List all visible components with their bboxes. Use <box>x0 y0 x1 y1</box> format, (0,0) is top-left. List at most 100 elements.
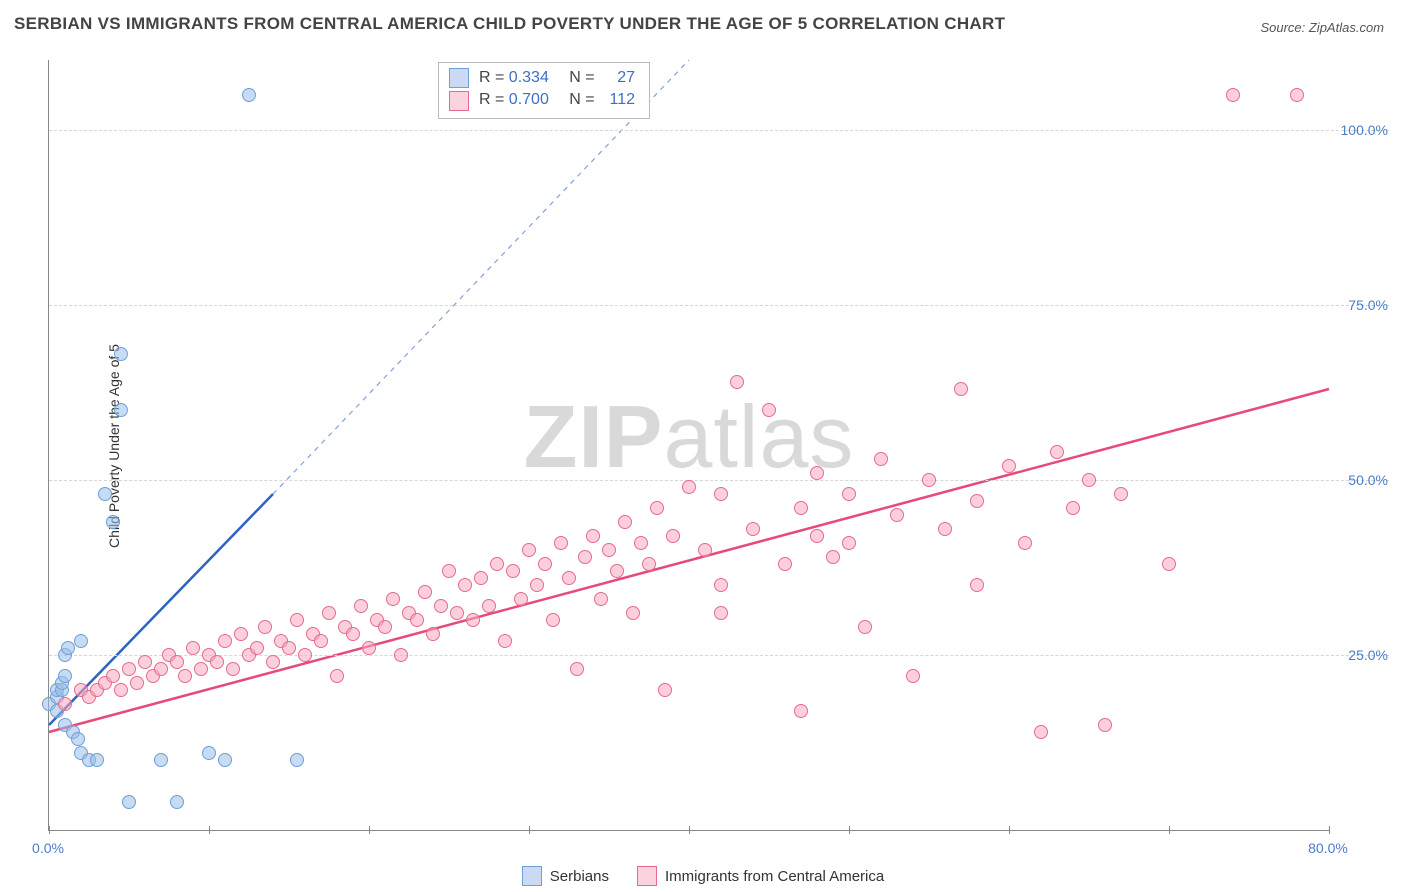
data-point <box>658 683 672 697</box>
data-point <box>922 473 936 487</box>
x-tick <box>369 826 370 834</box>
data-point <box>794 501 808 515</box>
data-point <box>714 487 728 501</box>
data-point <box>218 753 232 767</box>
data-point <box>98 487 112 501</box>
series-legend: Serbians Immigrants from Central America <box>0 866 1406 886</box>
data-point <box>130 676 144 690</box>
data-point <box>1098 718 1112 732</box>
correlation-legend-row: R = 0.334 N = 27 <box>449 67 635 89</box>
gridline <box>49 130 1389 131</box>
data-point <box>178 669 192 683</box>
data-point <box>1290 88 1304 102</box>
data-point <box>458 578 472 592</box>
legend-text: R = 0.334 N = 27 <box>479 67 635 89</box>
data-point <box>1002 459 1016 473</box>
data-point <box>762 403 776 417</box>
chart-container: SERBIAN VS IMMIGRANTS FROM CENTRAL AMERI… <box>0 0 1406 892</box>
data-point <box>394 648 408 662</box>
data-point <box>794 704 808 718</box>
data-point <box>514 592 528 606</box>
data-point <box>890 508 904 522</box>
data-point <box>610 564 624 578</box>
data-point <box>290 753 304 767</box>
data-point <box>554 536 568 550</box>
data-point <box>778 557 792 571</box>
data-point <box>970 578 984 592</box>
data-point <box>1082 473 1096 487</box>
data-point <box>466 613 480 627</box>
data-point <box>954 382 968 396</box>
data-point <box>298 648 312 662</box>
data-point <box>418 585 432 599</box>
data-point <box>442 564 456 578</box>
data-point <box>874 452 888 466</box>
data-point <box>122 662 136 676</box>
data-point <box>426 627 440 641</box>
data-point <box>114 403 128 417</box>
data-point <box>1050 445 1064 459</box>
data-point <box>810 529 824 543</box>
data-point <box>71 732 85 746</box>
x-tick <box>49 826 50 834</box>
data-point <box>530 578 544 592</box>
trend-line <box>49 389 1329 732</box>
x-tick <box>1169 826 1170 834</box>
data-point <box>642 557 656 571</box>
legend-label: Immigrants from Central America <box>665 868 884 885</box>
data-point <box>218 634 232 648</box>
data-point <box>546 613 560 627</box>
legend-label: Serbians <box>550 868 609 885</box>
x-tick-label-right: 80.0% <box>1308 840 1348 856</box>
data-point <box>386 592 400 606</box>
data-point <box>410 613 424 627</box>
y-tick-label: 100.0% <box>1341 122 1388 138</box>
data-point <box>434 599 448 613</box>
data-point <box>61 641 75 655</box>
data-point <box>354 599 368 613</box>
data-point <box>634 536 648 550</box>
data-point <box>258 620 272 634</box>
data-point <box>250 641 264 655</box>
correlation-legend-row: R = 0.700 N = 112 <box>449 89 635 111</box>
plot-area: ZIPatlas <box>48 60 1329 831</box>
data-point <box>314 634 328 648</box>
trend-lines-layer <box>49 60 1329 830</box>
data-point <box>970 494 984 508</box>
data-point <box>714 578 728 592</box>
y-tick-label: 25.0% <box>1348 647 1388 663</box>
data-point <box>650 501 664 515</box>
x-tick <box>529 826 530 834</box>
legend-swatch <box>449 68 469 88</box>
data-point <box>362 641 376 655</box>
correlation-legend: R = 0.334 N = 27R = 0.700 N = 112 <box>438 62 650 119</box>
data-point <box>138 655 152 669</box>
data-point <box>114 683 128 697</box>
legend-swatch <box>637 866 657 886</box>
data-point <box>226 662 240 676</box>
data-point <box>58 697 72 711</box>
data-point <box>378 620 392 634</box>
data-point <box>450 606 464 620</box>
data-point <box>826 550 840 564</box>
data-point <box>714 606 728 620</box>
data-point <box>186 641 200 655</box>
data-point <box>1034 725 1048 739</box>
data-point <box>666 529 680 543</box>
data-point <box>290 613 304 627</box>
data-point <box>106 515 120 529</box>
chart-title: SERBIAN VS IMMIGRANTS FROM CENTRAL AMERI… <box>14 14 1005 34</box>
data-point <box>906 669 920 683</box>
data-point <box>74 634 88 648</box>
x-tick <box>689 826 690 834</box>
data-point <box>938 522 952 536</box>
series-legend-item: Serbians <box>522 866 609 886</box>
data-point <box>154 662 168 676</box>
data-point <box>474 571 488 585</box>
data-point <box>698 543 712 557</box>
x-tick <box>849 826 850 834</box>
gridline <box>49 480 1389 481</box>
data-point <box>594 592 608 606</box>
data-point <box>730 375 744 389</box>
x-tick <box>209 826 210 834</box>
